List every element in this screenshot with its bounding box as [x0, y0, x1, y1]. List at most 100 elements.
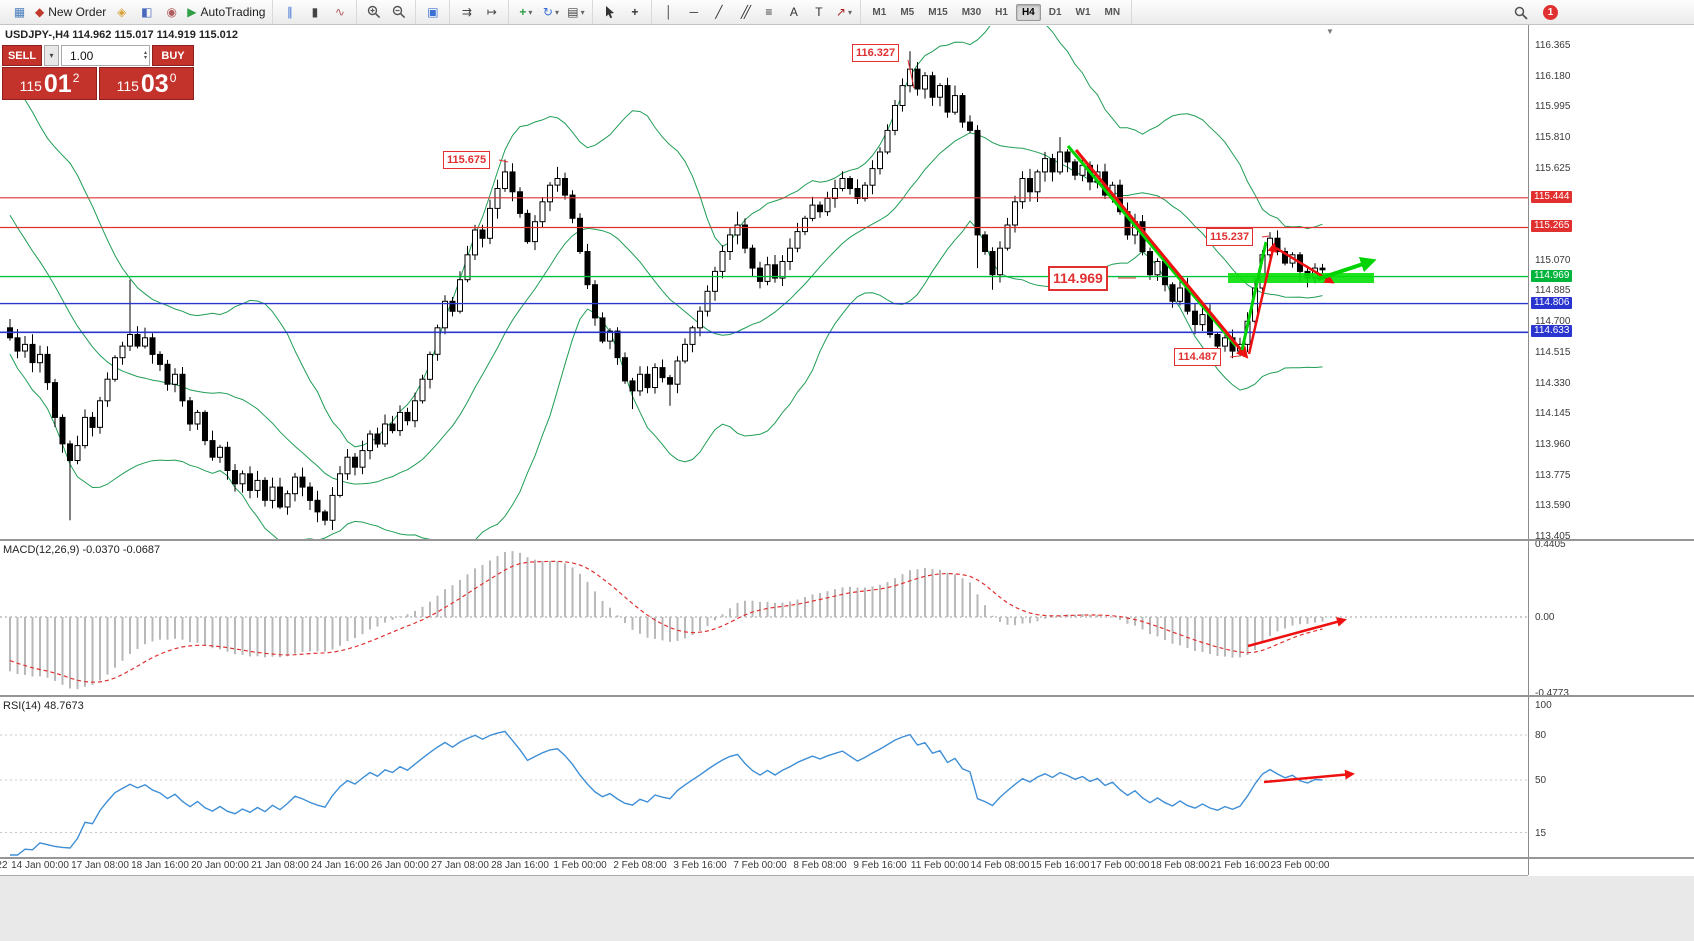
- auto-scroll-icon: ⇉: [461, 5, 472, 19]
- price-callout[interactable]: 114.487: [1174, 348, 1222, 366]
- timeframe-w1[interactable]: W1: [1075, 6, 1091, 18]
- time-label: 20 Jan 00:00: [191, 860, 249, 871]
- one-click-trading-panel: SELL ▾ 1.00 ▴ ▾ BUY 115 01 2 115 03 0: [2, 45, 194, 100]
- time-label: 15 Feb 16:00: [1030, 860, 1090, 871]
- autotrading-button[interactable]: ▶ AutoTrading: [185, 3, 267, 22]
- cursor-icon[interactable]: [598, 3, 621, 22]
- price-tick: 114.145: [1535, 408, 1571, 420]
- dropdown-caret: ▾: [580, 7, 585, 17]
- new-window-icon: +: [519, 5, 527, 19]
- time-label: 18 Feb 08:00: [1150, 860, 1210, 871]
- line-chart-icon: ∿: [334, 5, 345, 19]
- rsi-scale-tick: 100: [1535, 700, 1552, 711]
- arrows-icon[interactable]: ↗ ▾: [832, 3, 855, 22]
- auto-scroll-icon[interactable]: ⇉: [455, 3, 478, 22]
- volume-input[interactable]: 1.00 ▴ ▾: [61, 45, 150, 66]
- panel-separator[interactable]: [0, 857, 1694, 859]
- timeframe-m15[interactable]: M15: [928, 6, 948, 18]
- refresh-icon[interactable]: ↻ ▾: [539, 3, 562, 22]
- buy-price-button[interactable]: 115 03 0: [99, 67, 194, 100]
- time-label: 13 Jan 2022: [0, 860, 8, 871]
- chart-properties-icon[interactable]: ▤ ▾: [564, 3, 587, 22]
- time-label: 17 Feb 00:00: [1090, 860, 1150, 871]
- metaeditor-icon[interactable]: ◈: [110, 3, 133, 22]
- chart-shift-icon: ↦: [486, 5, 497, 19]
- rsi-scale-tick: 80: [1535, 730, 1547, 741]
- price-callout[interactable]: 114.969: [1048, 266, 1108, 291]
- zoom-out-icon[interactable]: [387, 3, 410, 22]
- refresh-icon: ↻: [542, 5, 553, 19]
- timeframe-h1[interactable]: H1: [995, 6, 1008, 18]
- price-scale[interactable]: 116.365 116.180 115.995 115.810 115.625 115.4…: [1528, 25, 1694, 875]
- price-tick: 113.405: [1535, 530, 1571, 542]
- buy-price-sup: 0: [169, 71, 177, 85]
- autotrading-button-label: AutoTrading: [200, 5, 266, 19]
- price-callout[interactable]: 115.675: [443, 151, 491, 169]
- notification-badge[interactable]: 1: [1543, 5, 1558, 20]
- sell-price-prefix: 115: [19, 78, 42, 94]
- arrows-icon: ↗: [835, 5, 846, 19]
- time-label: 27 Jan 08:00: [431, 860, 489, 871]
- candlestick-chart-icon[interactable]: ▮: [303, 3, 326, 22]
- dropdown-caret: ▾: [847, 7, 852, 17]
- horizontal-line-icon: ─: [689, 5, 699, 19]
- data-window-icon: ◧: [141, 5, 153, 19]
- sell-price-pips: 01: [43, 70, 72, 98]
- macd-scale-tick: -0.4773: [1535, 688, 1569, 699]
- toolbar: ▦ ◆ New Order ◈ ◧ ◉ ▶ AutoTrading ∥ ▮ ∿ ▣ ⇉ ↦ + ▾ ↻ ▾ ▤ ▾ + │…: [0, 0, 1694, 25]
- time-label: 14 Jan 00:00: [11, 860, 69, 871]
- time-label: 28 Jan 16:00: [491, 860, 549, 871]
- vertical-line-icon[interactable]: │: [657, 3, 680, 22]
- price-callout[interactable]: 116.327: [852, 44, 900, 62]
- trendline-icon[interactable]: ╱: [707, 3, 730, 22]
- timeframe-h4[interactable]: H4: [1015, 3, 1041, 21]
- volume-spinner[interactable]: ▴ ▾: [143, 49, 147, 61]
- volume-value: 1.00: [70, 48, 94, 63]
- timeframe-m5[interactable]: M5: [900, 6, 915, 18]
- price-callout[interactable]: 115.237: [1206, 228, 1254, 246]
- price-tick: 113.960: [1535, 438, 1571, 450]
- price-tick: 116.365: [1535, 40, 1571, 51]
- zoom-in-icon[interactable]: [362, 3, 385, 22]
- macd-scale-tick: 0.4405: [1535, 539, 1566, 551]
- chart-shift-marker: ▼: [1326, 27, 1334, 36]
- panel-separator[interactable]: [0, 695, 1694, 697]
- new-window-icon[interactable]: + ▾: [514, 3, 537, 22]
- timeframe-d1[interactable]: D1: [1048, 6, 1062, 18]
- horizontal-line-icon[interactable]: ─: [682, 3, 705, 22]
- time-label: 21 Feb 16:00: [1210, 860, 1270, 871]
- text-icon[interactable]: A: [782, 3, 805, 22]
- volume-dropdown-button[interactable]: ▾: [44, 45, 59, 66]
- line-chart-icon[interactable]: ∿: [328, 3, 351, 22]
- search-icon[interactable]: [1509, 3, 1532, 22]
- bar-chart-icon[interactable]: ∥: [278, 3, 301, 22]
- sell-button[interactable]: SELL: [2, 45, 42, 66]
- timeframe-m1[interactable]: M1: [872, 6, 887, 18]
- timeframe-mn[interactable]: MN: [1104, 6, 1121, 18]
- tile-windows-icon[interactable]: ▣: [421, 3, 444, 22]
- rsi-scale-tick: 15: [1535, 827, 1547, 839]
- buy-button[interactable]: BUY: [152, 45, 194, 66]
- panel-separator[interactable]: [0, 539, 1694, 541]
- sell-price-sup: 2: [72, 71, 80, 85]
- metaeditor-icon: ◈: [117, 5, 127, 19]
- macd-scale-tick: 0.00: [1535, 612, 1555, 623]
- time-label: 17 Jan 08:00: [71, 860, 129, 871]
- sell-price-button[interactable]: 115 01 2: [2, 67, 97, 100]
- buy-price-pips: 03: [140, 70, 169, 98]
- time-label: 9 Feb 16:00: [853, 860, 907, 871]
- timeframe-m30[interactable]: M30: [961, 6, 982, 18]
- channel-icon[interactable]: ╱╱: [732, 3, 755, 22]
- label-icon[interactable]: T: [807, 3, 830, 22]
- data-window-icon[interactable]: ◧: [135, 3, 158, 22]
- fibonacci-icon[interactable]: ≡: [757, 3, 780, 22]
- new-order-button[interactable]: ◆ New Order: [33, 3, 108, 22]
- crosshair-icon[interactable]: +: [623, 3, 646, 22]
- price-tag: 114.806: [1531, 296, 1573, 309]
- community-icon[interactable]: ◉: [160, 3, 183, 22]
- new-chart-icon[interactable]: ▦: [8, 3, 31, 22]
- channel-icon: ╱╱: [740, 5, 752, 19]
- chart-shift-icon[interactable]: ↦: [480, 3, 503, 22]
